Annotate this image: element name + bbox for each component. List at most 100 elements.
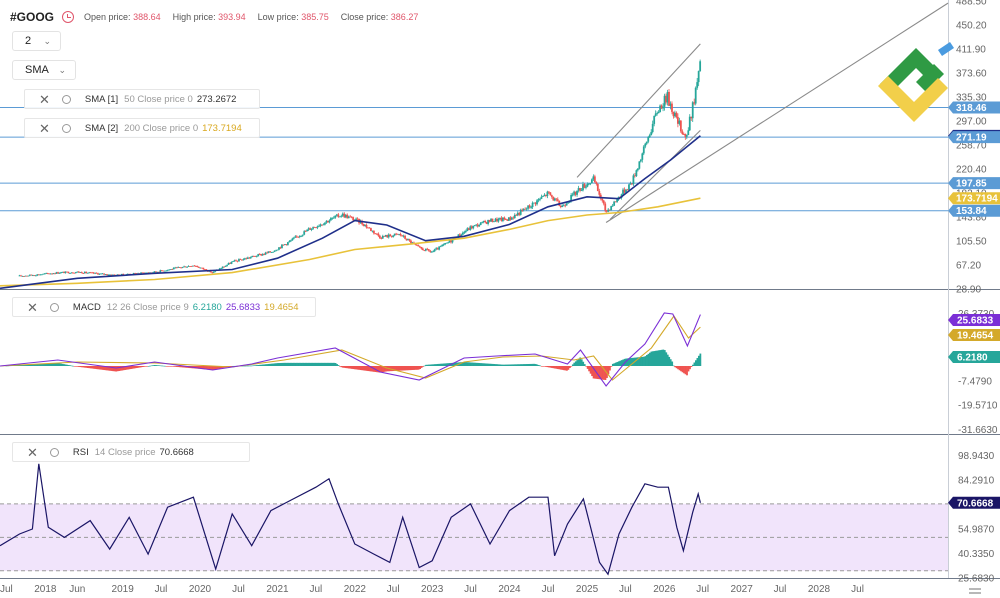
candle-body [236,260,239,262]
close-icon[interactable]: ✕ [27,444,38,460]
candle-body [42,273,45,275]
candle-body [685,135,688,137]
candle-body [337,214,340,217]
macd-histogram-bar [134,366,137,369]
candle-body [500,217,503,221]
candle-body [251,255,254,258]
macd-histogram-bar [647,353,650,366]
candle-body [254,256,257,257]
macd-histogram-bar [361,366,364,371]
macd-histogram-bar [391,366,393,372]
macd-histogram-bar [603,366,605,380]
macd-histogram-bar [536,364,539,366]
close-icon[interactable]: ✕ [27,299,38,315]
macd-histogram-bar [205,366,208,370]
candle-body [666,91,669,103]
candle-body [83,271,86,274]
candle-body [273,250,276,252]
macd-value-text: 6.2180 [957,353,988,364]
macd-histogram-bar [383,366,386,372]
macd-histogram-bar [313,362,316,366]
macd-histogram-bar [333,362,335,366]
candle-body [162,270,165,272]
macd-histogram-bar [350,366,353,369]
candle-body [168,269,171,271]
gear-icon[interactable] [49,302,59,312]
macd-histogram-bar [103,366,106,371]
interval-select[interactable]: 2 ⌄ [12,31,61,51]
macd-histogram-bar [180,366,183,368]
candle-body [519,209,522,215]
gear-icon[interactable] [61,123,71,133]
close-icon[interactable]: ✕ [39,91,50,107]
macd-histogram-bar [27,364,30,366]
gear-icon[interactable] [61,94,71,104]
candle-body [212,271,215,273]
candle-body [552,196,555,201]
candle-body [334,215,337,218]
rsi-axis-tick: 84.2910 [958,476,995,487]
macd-histogram-bar [127,366,129,370]
close-icon[interactable]: ✕ [39,120,50,136]
macd-histogram-bar [484,363,487,366]
candle-body [672,111,675,117]
macd-histogram-bar [254,365,257,366]
candle-body [550,195,553,197]
rsi-params: 14 Close price [94,446,156,458]
time-axis-tick: 2019 [112,584,135,595]
indicator-select[interactable]: SMA ⌄ [12,60,76,80]
macd-histogram-bar [26,364,29,366]
macd-histogram-bar [426,364,429,366]
candle-body [392,235,395,237]
candle-body [438,246,441,250]
macd-histogram-bar [692,364,694,366]
price-label: 197.85 [948,177,1000,190]
candle-body [171,269,174,270]
macd-histogram-bar [490,363,493,366]
time-axis-tick: 2020 [189,584,212,595]
macd-histogram-bar [592,366,595,379]
macd-histogram-bar [293,362,295,366]
rsi-axis-tick: 54.9870 [958,525,995,536]
macd-histogram-bar [259,364,261,366]
trend-channel-line [576,43,701,178]
macd-histogram-bar [414,366,417,370]
macd-histogram-bar [697,355,700,366]
macd-histogram-bar [112,366,115,372]
macd-histogram-bar [355,366,358,370]
macd-histogram-bar [620,360,623,366]
macd-histogram-bar [442,363,445,366]
sma2-value: 173.7194 [202,122,242,134]
candle-body [546,191,549,196]
macd-histogram-bar [662,349,665,366]
candle-body [362,224,365,227]
candle-body [260,254,263,256]
macd-histogram-bar [269,363,272,366]
candle-body [89,272,92,274]
macd-histogram-bar [660,349,663,366]
price-axis-tick: 28.90 [956,285,981,296]
clock-icon[interactable] [62,11,75,23]
candle-body [249,257,252,259]
macd-histogram-bar [585,366,588,367]
candle-body [356,218,359,220]
macd-histogram-bar [107,366,110,371]
symbol-title[interactable]: #GOOG [10,10,55,24]
candle-body [402,235,405,237]
macd-histogram-bar [502,364,505,366]
macd-histogram-bar [405,366,408,371]
candle-body [370,228,372,231]
axis-settings-icon [969,588,981,594]
macd-histogram-bar [82,366,85,368]
candle-body [80,272,83,274]
candle-body [470,226,473,229]
candle-body [239,259,242,260]
gear-icon[interactable] [49,447,59,457]
candle-body [328,220,331,223]
candle-body [258,254,261,255]
macd-histogram-bar [376,366,378,373]
candle-body [324,222,326,225]
macd-histogram-bar [540,366,543,367]
macd-histogram-bar [506,364,509,366]
candle-body [555,198,558,200]
